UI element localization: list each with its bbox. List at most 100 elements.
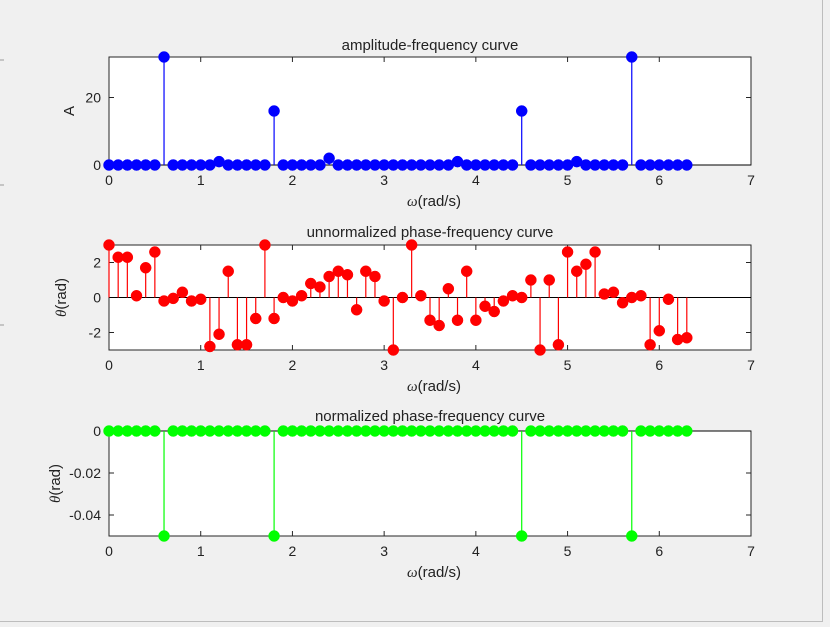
stem-marker (607, 286, 620, 298)
stem-marker (506, 425, 519, 437)
stem-marker (323, 270, 335, 283)
stem-marker (644, 339, 656, 351)
stem-marker (139, 262, 152, 274)
stem-marker (580, 258, 592, 270)
stem-marker (176, 286, 189, 298)
x-tick-label: 1 (197, 172, 205, 188)
x-tick-label: 3 (380, 357, 388, 373)
x-tick-label: 2 (289, 172, 297, 188)
x-tick-label: 2 (289, 543, 297, 559)
x-axis-label: ω(rad/s) (407, 193, 461, 210)
stem-marker (635, 290, 647, 302)
x-axis-label: ω(rad/s) (407, 378, 461, 395)
stem-marker (479, 300, 491, 312)
stem-marker (543, 274, 555, 286)
stem-marker (488, 305, 500, 318)
stem-marker (552, 339, 565, 351)
stem-marker (350, 304, 363, 316)
x-tick-label: 6 (655, 543, 663, 559)
stem-marker (268, 312, 280, 325)
stem-marker (534, 344, 546, 356)
x-tick-label: 5 (564, 357, 572, 373)
stem-marker (158, 530, 170, 542)
stem-marker (167, 292, 179, 305)
stem-marker (681, 332, 693, 344)
y-tick-label: -2 (89, 325, 102, 341)
stem-marker (204, 340, 216, 353)
stem-marker (681, 159, 693, 171)
stem-marker (653, 325, 666, 337)
stem-marker (268, 530, 280, 542)
stem-marker (314, 281, 326, 293)
stem-marker (515, 530, 528, 542)
stem-marker (442, 283, 455, 295)
plot-title: normalized phase-frequency curve (315, 408, 545, 425)
stem-marker (158, 51, 170, 63)
stem-marker (681, 425, 693, 437)
stem-marker (213, 328, 225, 340)
subplot-2: unnormalized phase-frequency curve 0 1 2 3 4 5… (53, 224, 755, 395)
stem-marker (616, 297, 629, 309)
y-tick-label: 2 (93, 255, 101, 271)
plot-area (108, 56, 752, 166)
stem-marker (130, 290, 143, 302)
stem-marker (295, 290, 308, 302)
stem-marker (121, 251, 134, 263)
subplot-1: amplitude-frequency curve 0 1 2 3 4 5 6 7 0 20 ω(ra… (61, 37, 755, 210)
stem-marker (433, 319, 445, 332)
x-tick-label: 2 (289, 357, 297, 373)
x-tick-label: 4 (472, 543, 480, 559)
x-tick-label: 5 (564, 543, 572, 559)
stem-marker (415, 290, 427, 302)
stem-marker (460, 265, 473, 277)
stem-marker (515, 105, 528, 117)
x-tick-label: 6 (655, 172, 663, 188)
stem-marker (240, 339, 253, 351)
stem-marker (149, 246, 161, 258)
x-tick-label: 4 (472, 172, 480, 188)
x-axis-label: ω(rad/s) (407, 564, 461, 581)
stem-marker (515, 291, 528, 304)
stem-marker (561, 246, 574, 258)
x-tick-label: 3 (380, 543, 388, 559)
stem-marker (259, 239, 271, 251)
y-tick-label: -0.02 (69, 465, 101, 481)
x-tick-label: 0 (105, 543, 113, 559)
y-tick-label: 0 (93, 290, 101, 306)
x-tick-label: 7 (747, 172, 755, 188)
stem-marker (369, 270, 381, 283)
stem-marker (451, 314, 464, 326)
x-tick-label: 1 (197, 543, 205, 559)
stem-marker (570, 265, 583, 277)
x-tick-label: 5 (564, 172, 572, 188)
stem-marker (497, 295, 510, 307)
stem-marker (405, 239, 418, 251)
x-tick-label: 1 (197, 357, 205, 373)
stem-marker (616, 159, 629, 171)
stem-marker (259, 425, 271, 437)
y-axis-label: θ(rad) (47, 464, 64, 503)
stem-marker (314, 159, 326, 171)
plot-title: unnormalized phase-frequency curve (307, 224, 554, 241)
y-tick-label: 0 (93, 157, 101, 173)
stem-marker (378, 295, 390, 307)
stem-marker (616, 425, 629, 437)
stem-marker (268, 105, 280, 117)
x-tick-label: 0 (105, 357, 113, 373)
y-tick-label: 0 (93, 423, 101, 439)
x-tick-label: 4 (472, 357, 480, 373)
plot-area (108, 430, 752, 537)
stem-marker (525, 274, 537, 286)
stem-marker (222, 265, 234, 277)
stem-marker (626, 51, 638, 63)
x-tick-label: 6 (655, 357, 663, 373)
stem-marker (387, 344, 400, 356)
stem-marker (360, 265, 372, 277)
stem-marker (194, 293, 207, 305)
stem-marker (103, 239, 115, 251)
stem-marker (470, 314, 482, 326)
y-axis-label: θ(rad) (53, 278, 70, 317)
stem-marker (589, 246, 601, 258)
